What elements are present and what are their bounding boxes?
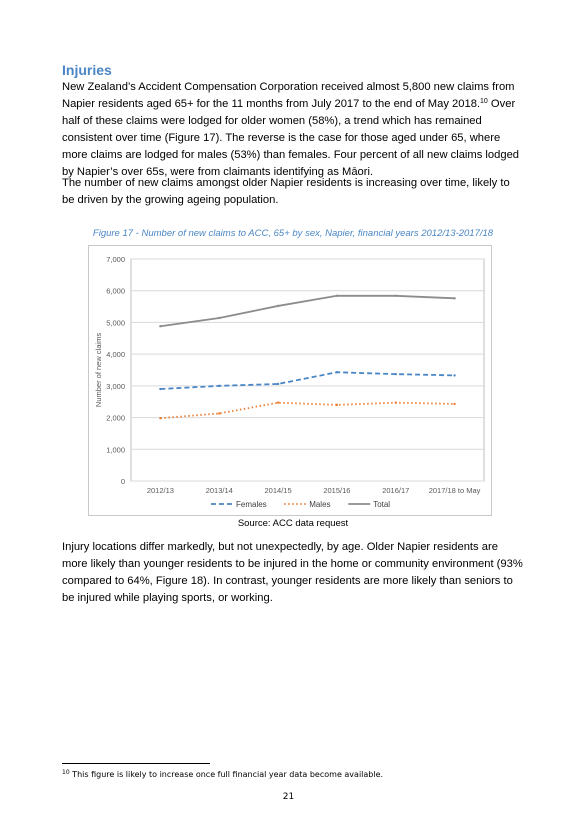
page-number: 21 — [282, 792, 295, 802]
y-tick-label: 3,000 — [106, 382, 125, 391]
legend-label-total: Total — [373, 500, 390, 509]
data-point-females — [276, 382, 280, 386]
footnote-ref[interactable]: 10 — [480, 98, 488, 105]
paragraph-claims: New Zealand’s Accident Compensation Corp… — [62, 79, 524, 181]
y-tick-label: 6,000 — [106, 287, 125, 296]
y-tick-label: 0 — [121, 477, 125, 486]
y-tick-label: 2,000 — [106, 414, 125, 423]
legend-label-males: Males — [309, 500, 330, 509]
paragraph-trend: The number of new claims amongst older N… — [62, 177, 510, 206]
data-point-females — [159, 387, 162, 391]
legend-label-females: Females — [236, 500, 267, 509]
x-tick-label: 2012/13 — [147, 486, 174, 495]
data-point-males — [453, 402, 456, 406]
section-heading: Injuries — [62, 62, 112, 78]
y-axis-label: Number of new claims — [94, 333, 103, 407]
x-tick-label: 2014/15 — [265, 486, 292, 495]
series-line-females — [160, 371, 455, 390]
claims-line-chart: 0 1,000 2,000 3,000 4,000 5,000 6,000 7,000 2012… — [94, 255, 485, 509]
data-point-males — [159, 417, 162, 420]
plot-area — [130, 258, 485, 482]
y-tick-label: 1,000 — [106, 445, 125, 454]
data-point-total — [453, 297, 456, 300]
footnote-number: 10 — [62, 769, 70, 776]
data-point-males — [335, 403, 339, 407]
figure-caption: Figure 17 - Number of new claims to ACC,… — [92, 228, 494, 239]
data-point-males — [394, 401, 397, 404]
chart-frame: 0 1,000 2,000 3,000 4,000 5,000 6,000 7,000 2012… — [88, 245, 492, 516]
x-tick-label: 2015/16 — [323, 486, 350, 495]
y-tick-label: 5,000 — [106, 318, 125, 327]
x-tick-label: 2016/17 — [382, 486, 409, 495]
data-point-total — [218, 316, 221, 320]
y-tick-label: 4,000 — [106, 350, 125, 359]
series-line-total — [160, 294, 455, 328]
x-tick-label: 2017/18 to May — [429, 486, 481, 495]
data-point-females — [218, 384, 221, 388]
data-point-females — [453, 374, 456, 377]
figure-source: Source: ACC data request — [237, 518, 349, 529]
data-point-total — [394, 294, 397, 297]
data-point-total — [159, 325, 162, 328]
series-line-males — [160, 401, 455, 420]
data-point-females — [394, 372, 397, 376]
y-tick-label: 7,000 — [106, 255, 125, 264]
paragraph-injury-locations: Injury locations differ markedly, but no… — [62, 541, 523, 604]
paragraph-claims-part2: Over half of these claims were lodged fo… — [62, 98, 520, 178]
footnote-text: This figure is likely to increase once f… — [69, 770, 384, 779]
footnote-divider — [62, 763, 210, 764]
paragraph-claims-part1: New Zealand’s Accident Compensation Corp… — [62, 81, 515, 110]
data-point-total — [276, 304, 280, 308]
x-tick-label: 2013/14 — [206, 486, 233, 495]
data-point-males — [218, 412, 221, 415]
data-point-females — [335, 371, 339, 374]
data-point-males — [276, 401, 280, 404]
footnote: 10 This figure is likely to increase onc… — [62, 769, 384, 780]
data-point-total — [335, 294, 339, 297]
